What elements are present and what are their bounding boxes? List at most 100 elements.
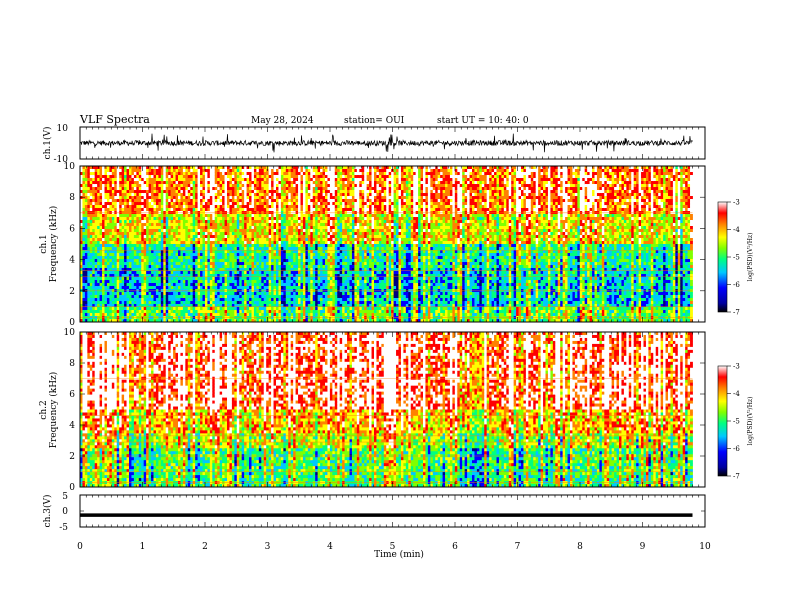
ch1-spectrogram-cell [87, 319, 91, 322]
ch1-spectrogram-cell [124, 286, 127, 290]
ch1-spectrogram-cell [158, 184, 162, 188]
ch1-spectrogram-cell [148, 178, 152, 182]
ch1-spectrogram-cell [244, 295, 247, 299]
ch1-spectrogram-cell [133, 181, 137, 185]
ch1-spectrogram-cell [288, 268, 292, 272]
ch1-spectrogram-cell [293, 223, 296, 227]
ch1-spectrogram-cell [271, 220, 274, 224]
ch1-spectrogram-cell [278, 280, 282, 284]
ch1-spectrogram-cell [204, 310, 208, 314]
ch1-spectrogram-cell [231, 253, 235, 257]
ch1-spectrogram-cell [182, 262, 186, 266]
ch1-spectrogram-cell [160, 202, 164, 206]
ch1-spectrogram-cell [124, 187, 127, 191]
ch1-spectrogram-cell [239, 280, 243, 284]
ch1-spectrogram-cell [121, 196, 125, 200]
ch1-spectrogram-cell [89, 172, 93, 176]
ch1-spectrogram-cell [121, 232, 125, 236]
ch1-spectrogram-cell [202, 247, 206, 251]
ch1-spectrogram-cell [276, 214, 279, 218]
ch1-spectrogram-cell [84, 253, 88, 257]
ch1-spectrogram-cell [175, 193, 179, 197]
ch1-spectrogram-cell [151, 184, 154, 188]
ch1-spectrogram-cell [273, 187, 277, 191]
ch1-spectrogram-cell [273, 271, 277, 275]
ch1-spectrogram-cell [273, 250, 277, 254]
ch1-spectrogram-cell [300, 193, 304, 197]
ch1-spectrogram-cell [116, 265, 120, 269]
ch1-spectrogram-cell [229, 208, 233, 212]
ch1-spectrogram-cell [300, 277, 304, 281]
ch1-spectrogram-cell [293, 172, 296, 176]
ch1-spectrogram-cell [214, 319, 218, 322]
ch1-spectrogram-cell [288, 283, 292, 287]
ch1-spectrogram-cell [280, 166, 284, 170]
ch1-spectrogram-cell [268, 316, 272, 320]
ch1-spectrogram-cell [173, 277, 176, 281]
ch1-spectrogram-cell [302, 226, 306, 230]
ch1-spectrogram-cell [104, 187, 108, 191]
ch1-spectrogram-cell [168, 253, 172, 257]
ch1-spectrogram-cell [155, 304, 159, 308]
ch1-spectrogram-cell [89, 277, 93, 281]
ch1-spectrogram-cell [136, 277, 140, 281]
ch1-spectrogram-cell [200, 217, 203, 221]
ch1-spectrogram-cell [214, 205, 218, 209]
ch1-spectrogram-cell [290, 286, 294, 290]
ch1-spectrogram-cell [114, 202, 118, 206]
ch1-spectrogram-cell [119, 184, 123, 188]
ch1-spectrogram-cell [82, 190, 86, 194]
ch1-spectrogram-cell [97, 316, 100, 320]
ch1-spectrogram-cell [111, 235, 115, 239]
ch1-spectrogram-cell [84, 259, 88, 263]
ch1-spectrogram-cell [163, 205, 167, 209]
ch1-spectrogram-cell [111, 253, 115, 257]
ch1-spectrogram-cell [133, 241, 137, 245]
ch1-spectrogram-cell [141, 184, 145, 188]
ch1-spectrogram-cell [207, 241, 211, 245]
ch1-spectrogram-cell [276, 283, 279, 287]
ch1-spectrogram-cell [87, 208, 91, 212]
ch1-spectrogram-cell [266, 172, 270, 176]
ch1-spectrogram-cell [300, 220, 304, 224]
ch1-spectrogram-cell [204, 235, 208, 239]
ch1-spectrogram-cell [244, 202, 247, 206]
ch1-spectrogram-cell [271, 280, 274, 284]
ch1-spectrogram-cell [163, 283, 167, 287]
ch1-spectrogram-cell [268, 283, 272, 287]
ch1-spectrogram-cell [293, 241, 296, 245]
ch1-spectrogram-cell [146, 205, 149, 209]
ch1-spectrogram-cell [239, 316, 243, 320]
ch1-spectrogram-cell [109, 205, 113, 209]
ch1-spectrogram-cell [190, 244, 194, 248]
ch1-spectrogram-cell [163, 304, 167, 308]
ch1-spectrogram-cell [227, 307, 230, 311]
ch1-spectrogram-cell [214, 253, 218, 257]
ch1-spectrogram-cell [239, 196, 243, 200]
ch1-spectrogram-cell [173, 298, 176, 302]
ch1-spectrogram-cell [219, 262, 223, 266]
ch1-spectrogram-cell [263, 187, 267, 191]
ch1-spectrogram-cell [106, 301, 110, 305]
ch1-spectrogram-cell [224, 244, 228, 248]
ch1-spectrogram-cell [170, 247, 174, 251]
ch1-spectrogram-cell [187, 304, 191, 308]
ch1-spectrogram-cell [197, 229, 201, 233]
ch1-spectrogram-cell [224, 199, 228, 203]
ch1-spectrogram-cell [207, 313, 211, 317]
ch1-spectrogram-cell [116, 319, 120, 322]
ch1-spectrogram-cell [129, 166, 132, 170]
ch1-spectrogram-cell [227, 241, 230, 245]
ch1-spectrogram-cell [97, 238, 100, 242]
ch1-spectrogram-cell [136, 235, 140, 239]
ch1-spectrogram-cell [187, 181, 191, 185]
ch1-spectrogram-cell [116, 193, 120, 197]
ch1-spectrogram-cell [190, 217, 194, 221]
ch1-spectrogram-cell [261, 214, 265, 218]
ch1-spectrogram-cell [280, 205, 284, 209]
ch1-spectrogram-cell [231, 220, 235, 224]
ch1-spectrogram-cell [204, 181, 208, 185]
ch1-spectrogram-cell [131, 307, 135, 311]
ch1-spectrogram-cell [192, 253, 196, 257]
ch1-spectrogram-cell [293, 178, 296, 182]
